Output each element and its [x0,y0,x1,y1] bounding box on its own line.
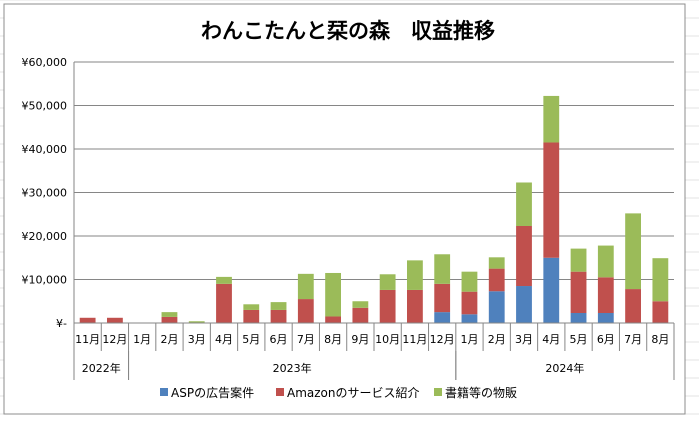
bars [79,95,669,323]
legend-label: Amazonのサービス紹介 [287,386,420,400]
bar-segment-series-2 [543,95,560,143]
bar-segment-series-2 [270,302,287,310]
x-tick-label: 2月 [160,333,178,346]
bar-segment-series-2 [325,272,341,317]
bar-segment-series-2 [461,271,478,292]
bar-segment-series-1 [161,316,178,323]
legend-swatch [160,388,168,396]
bar-segment-series-2 [652,258,669,302]
x-tick-label: 6月 [597,333,615,346]
bar-segment-series-1 [79,317,96,323]
x-axis: 11月 12月 1月 2月 3月 4月 5月 6月 7月 8月 9月 10月 11月 12月 1月 2月 3月 4… [73,322,675,380]
bar-segment-series-2 [216,276,232,284]
bar-segment-series-0 [488,291,505,323]
x-tick-label: 3月 [188,333,206,346]
chart-title: わんこたんと栞の森 収益推移 [201,19,495,43]
bar-segment-series-2 [516,182,532,226]
bar-segment-series-1 [516,225,532,287]
y-tick-label: ¥60,000 [22,56,68,69]
chart-area[interactable] [3,3,686,415]
bar-segment-series-2 [243,304,260,310]
x-tick-label: 1月 [133,333,151,346]
bar-segment-series-1 [270,309,287,323]
x-tick-label: 5月 [570,333,588,346]
bar-segment-series-2 [407,260,423,290]
bar-segment-series-0 [570,312,587,323]
bar-segment-series-1 [243,309,260,323]
bar-segment-series-2 [188,321,205,323]
legend-label: 書籍等の物販 [445,385,517,400]
x-tick-label: 9月 [351,333,369,346]
x-tick-label: 8月 [651,333,669,346]
bar-segment-series-1 [488,268,505,292]
bar-segment-series-2 [488,257,505,269]
bar-segment-series-2 [434,254,451,284]
bar-segment-series-1 [434,283,451,313]
x-tick-label: 8月 [324,333,342,346]
x-tick-label: 4月 [215,333,233,346]
x-tick-label: 12月 [430,333,455,346]
bar-segment-series-2 [570,248,587,272]
y-tick-label: ¥50,000 [22,100,68,113]
bar-segment-series-1 [570,271,587,313]
x-tick-label: 5月 [242,333,260,346]
x-tick-label: 11月 [402,333,427,346]
x-tick-label: 12月 [102,333,127,346]
bar-segment-series-0 [543,257,560,323]
y-tick-label: ¥30,000 [22,187,68,200]
bar-segment-series-1 [216,283,232,323]
year-label: 2024年 [545,361,584,375]
legend-swatch [276,388,284,396]
bar-segment-series-0 [516,286,532,323]
bar-segment-series-2 [379,274,396,290]
bar-segment-series-1 [652,301,669,323]
x-tick-label: 10月 [375,333,400,346]
legend-label: ASPの広告案件 [171,385,254,400]
legend-swatch [434,388,442,396]
x-tick-label: 7月 [624,333,642,346]
bar-segment-series-1 [352,307,369,323]
bar-segment-series-2 [161,312,178,317]
x-tick-label: 6月 [270,333,288,346]
bar-segment-series-2 [625,213,641,290]
x-tick-label: 1月 [460,333,478,346]
y-tick-label: ¥20,000 [22,230,68,243]
bar-segment-series-1 [107,317,123,323]
bar-segment-series-1 [625,289,641,323]
x-tick-label: 7月 [297,333,315,346]
bar-segment-series-2 [297,273,314,300]
bar-segment-series-0 [461,314,478,323]
bar-segment-series-1 [297,299,314,323]
bar-segment-series-1 [543,142,560,258]
y-axis-ticks: ¥- ¥10,000 ¥20,000 ¥30,000 ¥40,000 ¥50,000 ¥60… [22,56,68,330]
bar-segment-series-1 [461,291,478,315]
y-tick-label: ¥40,000 [22,143,68,156]
bar-segment-series-1 [325,316,341,323]
y-tick-label: ¥10,000 [22,274,68,287]
bar-segment-series-2 [597,245,614,278]
bar-segment-series-1 [379,289,396,323]
bar-segment-series-0 [434,312,451,323]
x-tick-label: 4月 [542,333,560,346]
bar-segment-series-1 [407,289,423,323]
year-label: 2023年 [273,361,312,375]
y-tick-label: ¥- [56,317,67,330]
bar-segment-series-1 [597,277,614,313]
year-label: 2022年 [82,361,121,375]
x-tick-label: 11月 [75,333,100,346]
x-tick-label: 3月 [515,333,533,346]
bar-segment-series-0 [597,312,614,323]
legend: ASPの広告案件 Amazonのサービス紹介 書籍等の物販 [160,385,517,400]
x-tick-label: 2月 [488,333,506,346]
bar-segment-series-2 [352,301,369,308]
